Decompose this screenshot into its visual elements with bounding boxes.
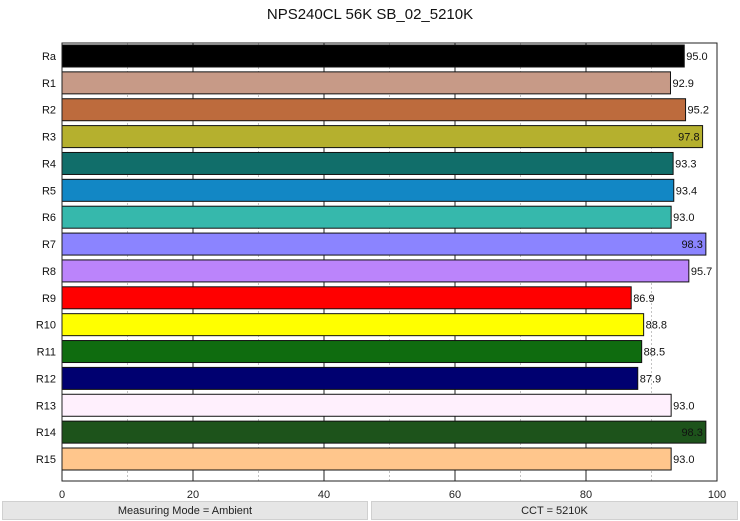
- data-label: 93.0: [673, 454, 694, 466]
- bar-R1: [61, 71, 671, 95]
- data-label: 93.3: [675, 158, 696, 170]
- y-tick-label: Ra: [42, 51, 57, 63]
- y-tick-label: R8: [42, 266, 56, 278]
- bar-R8: [61, 259, 690, 283]
- measuring-mode-label: Measuring Mode = Ambient: [2, 501, 368, 520]
- y-tick-label: R13: [36, 400, 56, 412]
- x-tick-label: 0: [59, 489, 65, 500]
- plot-border: [61, 42, 718, 482]
- y-tick-label: R10: [36, 320, 56, 332]
- bar-R14: [61, 420, 707, 444]
- y-tick-label: R9: [42, 293, 56, 305]
- bar-R2: [61, 98, 687, 122]
- data-label: 92.9: [672, 78, 693, 90]
- data-label: 95.7: [691, 266, 712, 278]
- bar-R12: [61, 366, 639, 390]
- chart-title: NPS240CL 56K SB_02_5210K: [266, 6, 474, 23]
- y-tick-label: R15: [36, 454, 56, 466]
- bar-Ra: [61, 44, 685, 68]
- data-label: 93.4: [676, 185, 697, 197]
- x-tick-label: 80: [580, 489, 592, 500]
- y-tick-label: R12: [36, 373, 56, 385]
- bar-R7: [61, 232, 707, 256]
- y-tick-label: R6: [42, 212, 56, 224]
- data-label: 98.3: [681, 427, 702, 439]
- data-label: 93.0: [673, 212, 694, 224]
- x-tick-label: 60: [449, 489, 461, 500]
- data-label: 98.3: [681, 239, 702, 251]
- y-tick-label: R5: [42, 185, 56, 197]
- bar-R9: [61, 286, 632, 310]
- cct-label: CCT = 5210K: [371, 501, 738, 520]
- bar-R4: [61, 151, 674, 175]
- data-label: 95.2: [688, 105, 709, 117]
- y-tick-label: R7: [42, 239, 56, 251]
- bar-R10: [61, 313, 645, 337]
- bar-R3: [61, 125, 704, 149]
- y-tick-label: R11: [37, 347, 56, 359]
- y-tick-label: R14: [36, 427, 56, 439]
- y-tick-label: R4: [42, 158, 56, 170]
- data-label: 86.9: [633, 293, 654, 305]
- data-label: 88.8: [646, 320, 667, 332]
- data-label: 87.9: [640, 373, 661, 385]
- y-tick-label: R3: [42, 132, 56, 144]
- data-label: 95.0: [686, 51, 707, 63]
- bar-R13: [61, 393, 672, 417]
- data-label: 88.5: [644, 347, 665, 359]
- bar-R15: [61, 447, 672, 471]
- y-tick-label: R1: [42, 78, 56, 90]
- y-tick-label: R2: [42, 105, 56, 117]
- x-tick-label: 40: [318, 489, 330, 500]
- x-tick-label: 20: [187, 489, 199, 500]
- x-tick-label: 100: [708, 489, 726, 500]
- bar-R11: [61, 340, 643, 364]
- data-label: 97.8: [678, 132, 699, 144]
- bar-chart: 0 20 40 60 80 100 Ra 95.0 R1 92.9 R2 95.2 R3 97.8 R4 93…: [36, 42, 726, 500]
- bar-R5: [61, 178, 675, 202]
- bar-R6: [61, 205, 672, 229]
- data-label: 93.0: [673, 400, 694, 412]
